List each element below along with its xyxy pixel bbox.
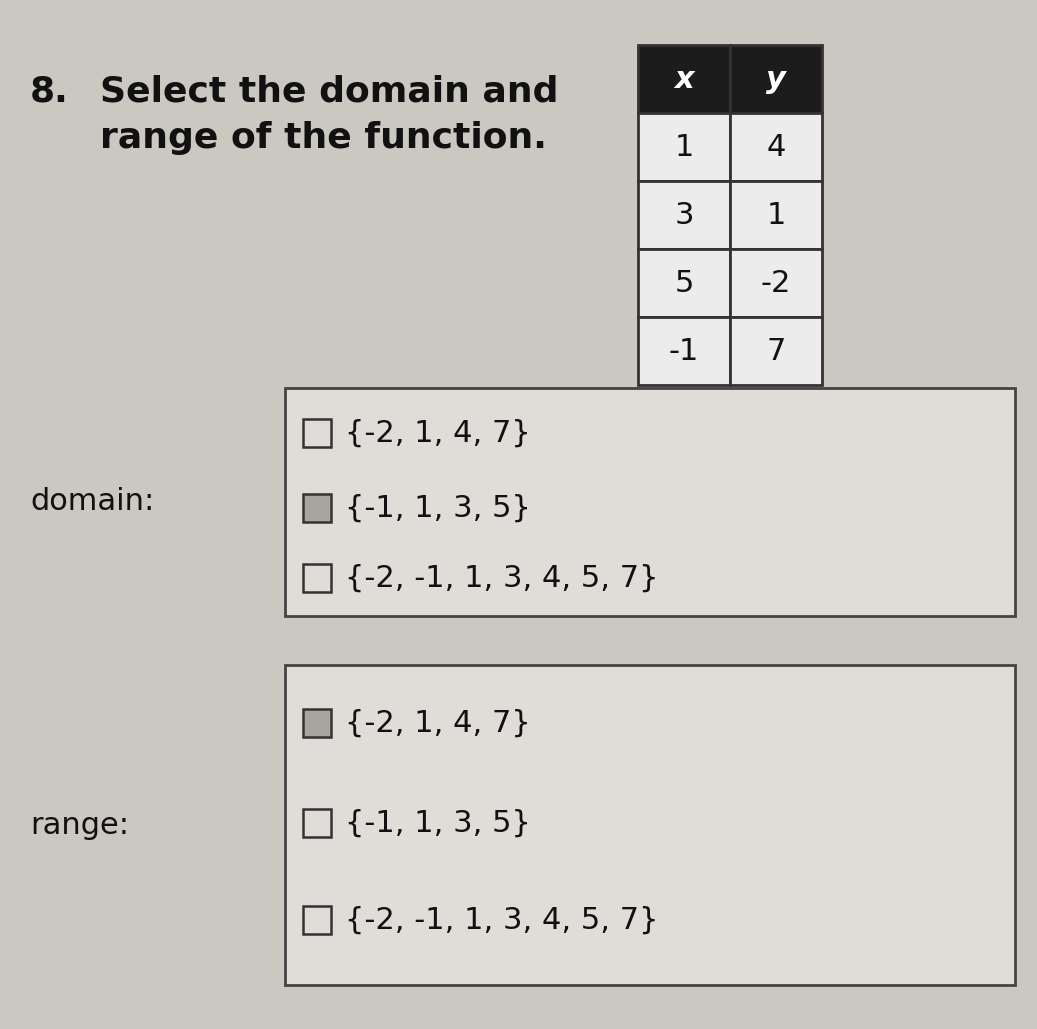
Text: -1: -1 — [669, 336, 699, 365]
Bar — [638, 249, 730, 317]
Text: Select the domain and
range of the function.: Select the domain and range of the funct… — [100, 75, 559, 155]
Text: y: y — [766, 65, 786, 94]
Bar — [638, 113, 730, 181]
Text: {-1, 1, 3, 5}: {-1, 1, 3, 5} — [345, 809, 531, 838]
Bar — [285, 665, 1015, 985]
Bar — [303, 564, 331, 592]
Text: 3: 3 — [674, 201, 694, 229]
Bar — [730, 181, 822, 249]
Bar — [638, 45, 730, 113]
Bar — [303, 709, 331, 737]
Bar — [730, 113, 822, 181]
Text: {-2, -1, 1, 3, 4, 5, 7}: {-2, -1, 1, 3, 4, 5, 7} — [345, 564, 658, 593]
Text: range:: range: — [30, 811, 129, 840]
Text: {-2, -1, 1, 3, 4, 5, 7}: {-2, -1, 1, 3, 4, 5, 7} — [345, 906, 658, 934]
Text: {-2, 1, 4, 7}: {-2, 1, 4, 7} — [345, 709, 531, 738]
Text: 1: 1 — [674, 133, 694, 162]
Bar — [730, 249, 822, 317]
Bar — [303, 809, 331, 837]
Text: 5: 5 — [674, 269, 694, 297]
Text: 8.: 8. — [30, 75, 68, 109]
Bar — [730, 317, 822, 385]
Bar — [638, 181, 730, 249]
Text: x: x — [674, 65, 694, 94]
Text: 7: 7 — [766, 336, 786, 365]
Bar — [285, 388, 1015, 616]
Text: domain:: domain: — [30, 488, 155, 517]
Bar — [303, 494, 331, 522]
Text: -2: -2 — [761, 269, 791, 297]
Text: 4: 4 — [766, 133, 786, 162]
Bar — [303, 906, 331, 934]
Text: {-1, 1, 3, 5}: {-1, 1, 3, 5} — [345, 494, 531, 523]
Bar — [638, 317, 730, 385]
Bar — [303, 419, 331, 447]
Text: {-2, 1, 4, 7}: {-2, 1, 4, 7} — [345, 419, 531, 448]
Bar — [730, 45, 822, 113]
Text: 1: 1 — [766, 201, 786, 229]
